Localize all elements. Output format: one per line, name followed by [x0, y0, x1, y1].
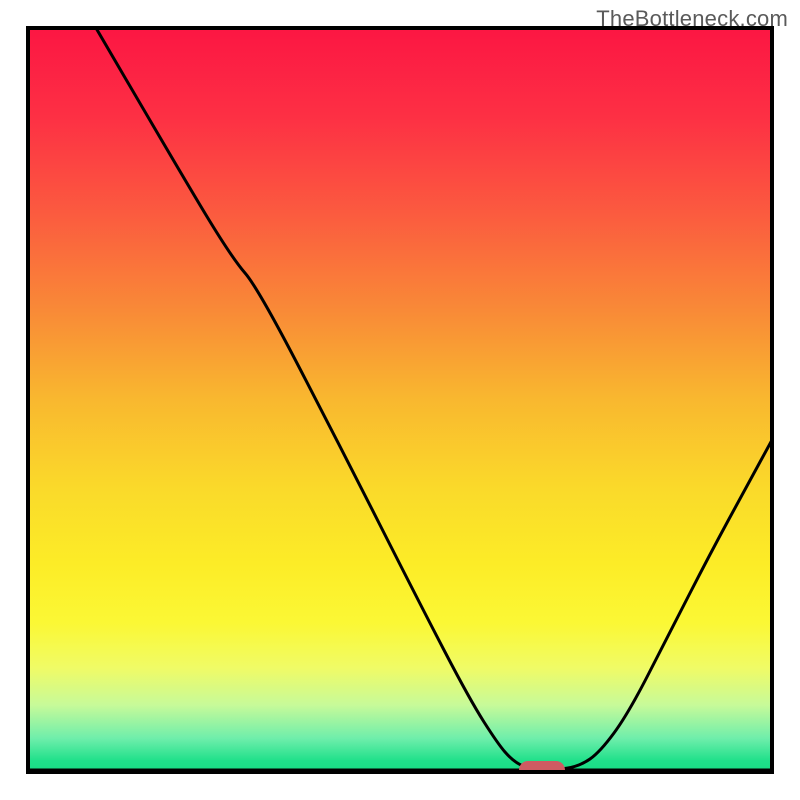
- chart-svg: [0, 0, 800, 800]
- bottleneck-chart: TheBottleneck.com: [0, 0, 800, 800]
- chart-background: [28, 28, 772, 772]
